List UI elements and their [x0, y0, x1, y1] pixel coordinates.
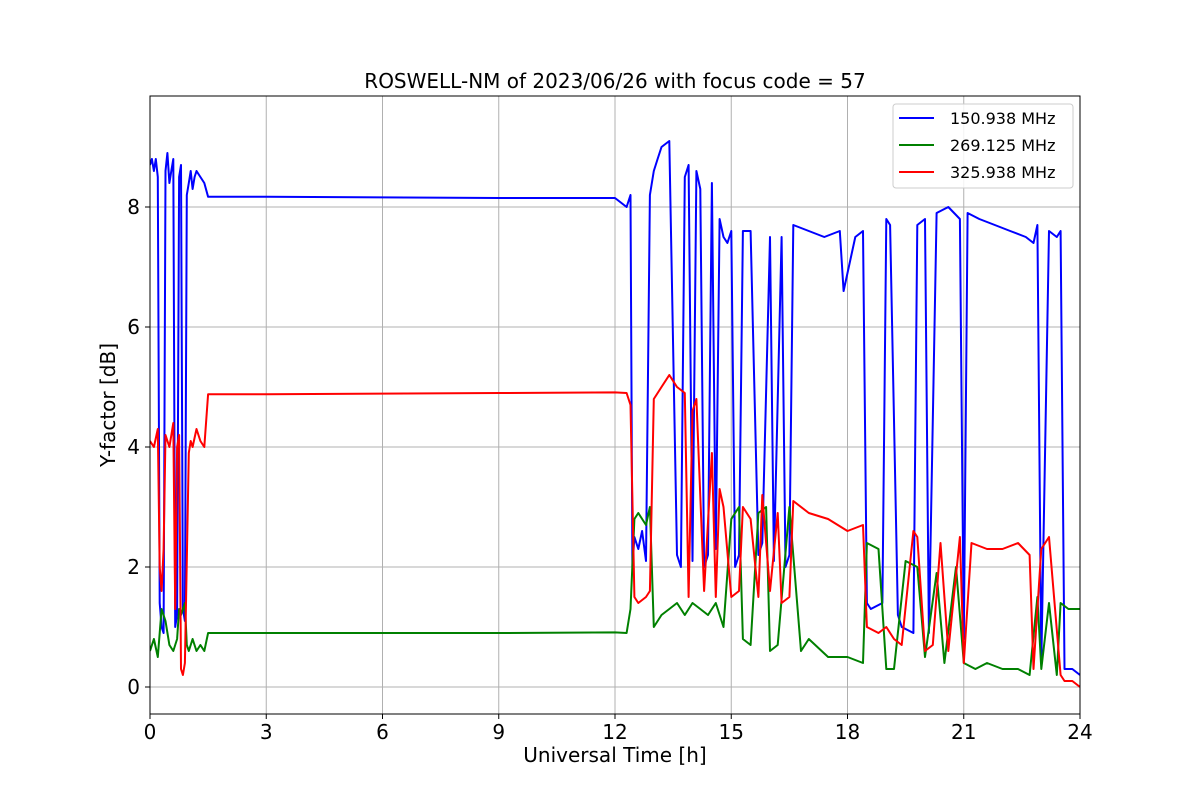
- series-layer: [150, 140, 1080, 688]
- series-line-3: [150, 374, 1080, 688]
- x-tick-label: 9: [492, 720, 505, 744]
- x-tick-label: 6: [376, 720, 389, 744]
- x-tick-label: 18: [835, 720, 860, 744]
- legend-label: 150.938 MHz: [950, 109, 1055, 128]
- series-line-1: [150, 140, 1080, 676]
- chart-title: ROSWELL-NM of 2023/06/26 with focus code…: [364, 69, 865, 93]
- y-tick-label: 2: [127, 555, 140, 579]
- legend-box: [892, 103, 1074, 189]
- legend-label: 325.938 MHz: [950, 163, 1055, 182]
- y-tick-label: 6: [127, 315, 140, 339]
- y-axis-label: Y-factor [dB]: [96, 343, 120, 468]
- x-tick-label: 21: [951, 720, 976, 744]
- x-axis-label: Universal Time [h]: [523, 743, 706, 767]
- y-tick-label: 8: [127, 195, 140, 219]
- x-tick-label: 0: [144, 720, 157, 744]
- x-tick-label: 3: [260, 720, 273, 744]
- x-tick-label: 15: [719, 720, 744, 744]
- legend: 150.938 MHz 269.125 MHz 325.938 MHz: [892, 103, 1074, 189]
- series-line-2: [150, 506, 1080, 676]
- x-tick-label: 12: [602, 720, 627, 744]
- x-tick-label: 24: [1067, 720, 1092, 744]
- legend-label: 269.125 MHz: [950, 136, 1055, 155]
- y-tick-label: 0: [127, 675, 140, 699]
- y-tick-label: 4: [127, 435, 140, 459]
